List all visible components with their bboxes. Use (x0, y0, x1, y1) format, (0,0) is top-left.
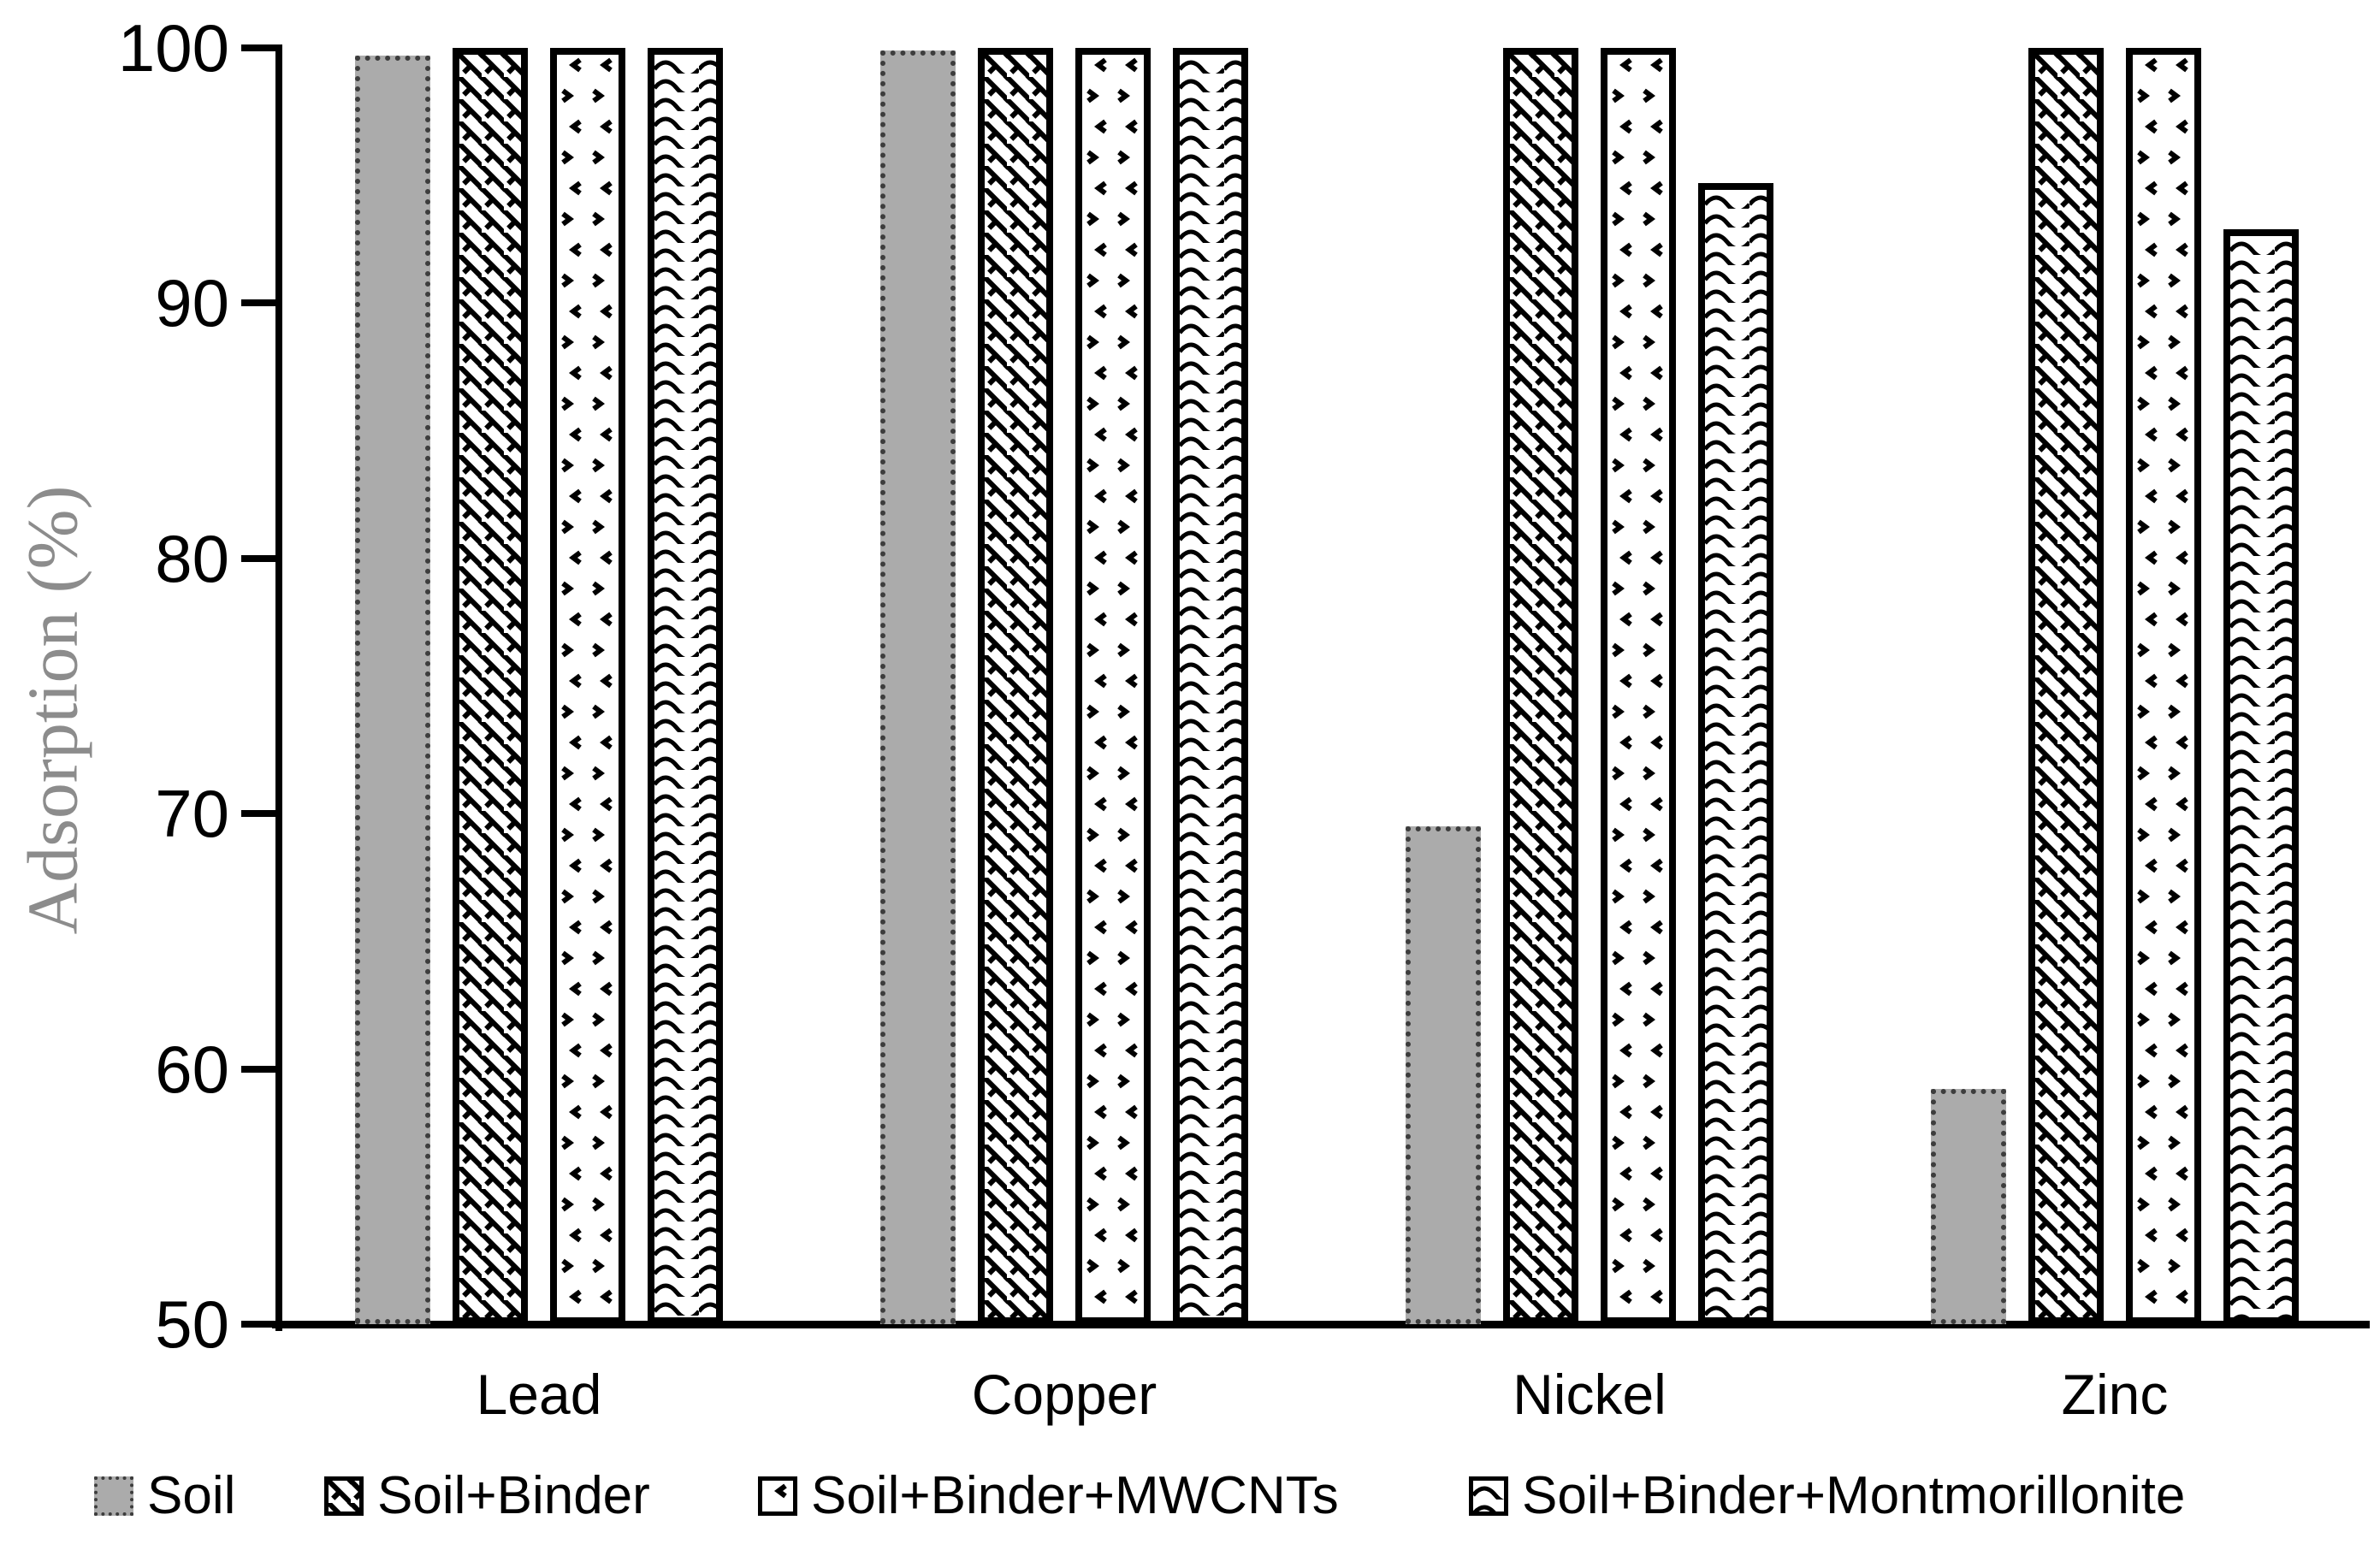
bar-zinc-soil-binder-mwcnts (2126, 48, 2201, 1324)
y-axis-line (275, 44, 282, 1331)
bar-nickel-soil-binder (1503, 48, 1578, 1324)
legend-swatch-soil-binder-montmorillonite (1469, 1476, 1508, 1516)
x-label-copper: Copper (971, 1363, 1157, 1426)
y-tick-60 (241, 1066, 275, 1073)
bar-nickel-soil-binder-montmorillonite (1698, 183, 1773, 1324)
bar-zinc-soil-binder-montmorillonite (2223, 229, 2299, 1324)
legend-swatch-soil (94, 1476, 133, 1516)
x-axis-line (272, 1321, 2370, 1328)
y-tick-label-100: 100 (117, 10, 229, 86)
x-label-nickel: Nickel (1513, 1363, 1667, 1426)
bar-lead-soil-binder (453, 48, 528, 1324)
legend-label-soil: Soil (147, 1466, 236, 1525)
bar-zinc-soil (1931, 1089, 2006, 1324)
legend-label-soil-binder: Soil+Binder (377, 1466, 650, 1525)
y-tick-label-50: 50 (155, 1287, 229, 1362)
x-label-zinc: Zinc (2061, 1363, 2169, 1426)
y-tick-70 (241, 810, 275, 817)
bar-copper-soil-binder-montmorillonite (1173, 48, 1248, 1324)
y-tick-label-80: 80 (155, 521, 229, 596)
x-label-lead: Lead (476, 1363, 602, 1426)
y-tick-label-60: 60 (155, 1032, 229, 1107)
y-tick-50 (241, 1321, 275, 1328)
legend-swatch-soil-binder-mwcnts (758, 1476, 797, 1516)
y-tick-100 (241, 44, 275, 51)
y-tick-90 (241, 299, 275, 306)
bar-zinc-soil-binder (2028, 48, 2104, 1324)
bar-copper-soil (880, 50, 956, 1324)
bar-nickel-soil-binder-mwcnts (1601, 48, 1676, 1324)
bar-copper-soil-binder-mwcnts (1075, 48, 1151, 1324)
bar-lead-soil-binder-montmorillonite (648, 48, 723, 1324)
legend-label-soil-binder-montmorillonite: Soil+Binder+Montmorillonite (1522, 1466, 2186, 1525)
bar-lead-soil (355, 56, 430, 1324)
bar-nickel-soil (1406, 826, 1481, 1324)
y-tick-label-90: 90 (155, 265, 229, 340)
bar-lead-soil-binder-mwcnts (550, 48, 625, 1324)
bar-copper-soil-binder (978, 48, 1053, 1324)
legend-label-soil-binder-mwcnts: Soil+Binder+MWCNTs (811, 1466, 1339, 1525)
y-tick-80 (241, 555, 275, 562)
legend-swatch-soil-binder (324, 1476, 364, 1516)
y-tick-label-70: 70 (155, 776, 229, 851)
